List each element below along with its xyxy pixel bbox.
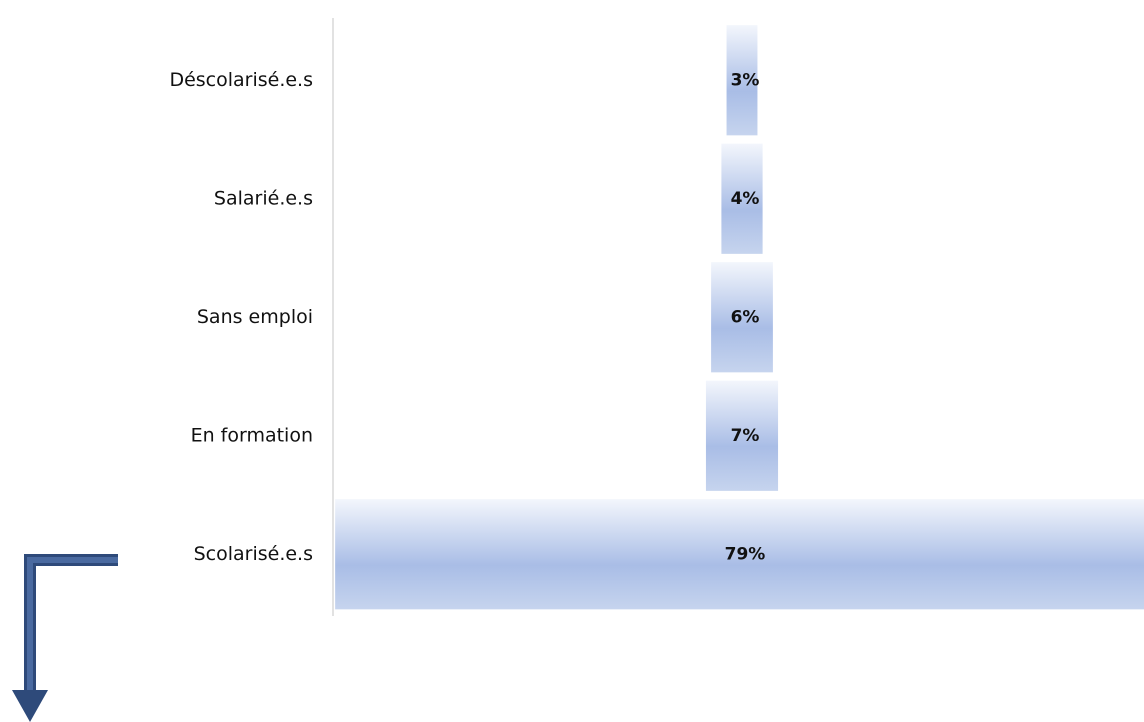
- value-label: 7%: [731, 426, 760, 446]
- value-label: 4%: [731, 189, 760, 209]
- funnel-bar: [335, 499, 1144, 610]
- funnel-bar: [721, 143, 763, 254]
- category-label: Déscolarisé.e.s: [169, 69, 313, 91]
- funnel-bar: [705, 380, 779, 491]
- category-label: Sans emploi: [197, 306, 313, 328]
- funnel-bar: [726, 25, 758, 136]
- value-label: 3%: [731, 70, 760, 90]
- funnel-bar: [711, 262, 773, 373]
- arrow: [12, 554, 118, 722]
- category-label: En formation: [191, 424, 313, 446]
- category-label: Scolarisé.e.s: [194, 543, 313, 565]
- value-label: 79%: [725, 544, 766, 564]
- category-label: Salarié.e.s: [214, 187, 313, 209]
- value-label: 6%: [731, 307, 760, 327]
